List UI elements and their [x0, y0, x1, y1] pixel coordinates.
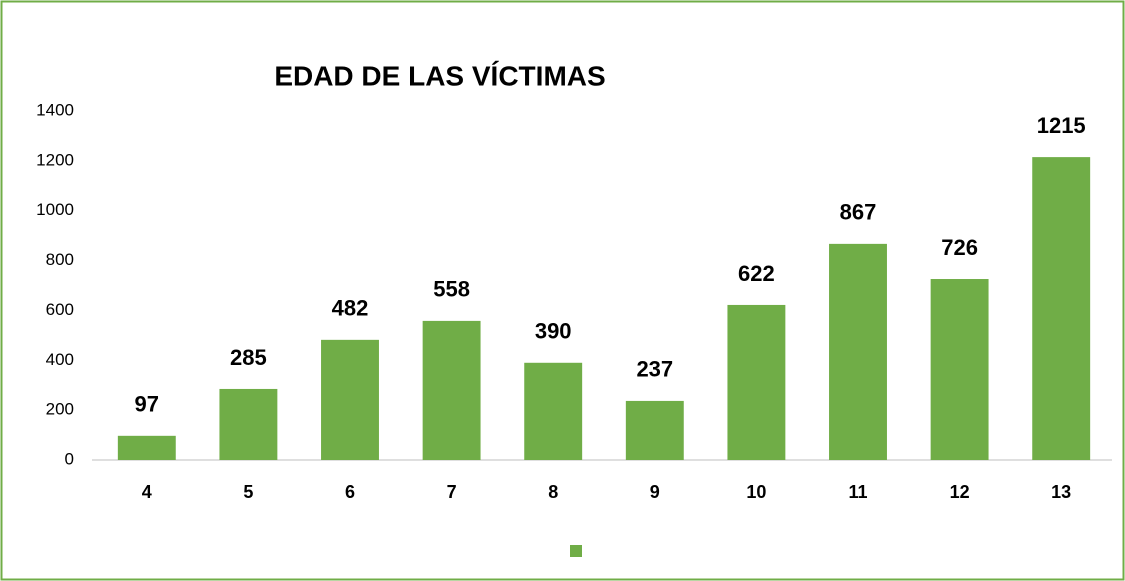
value-label: 97: [135, 392, 159, 417]
value-label: 285: [230, 345, 267, 370]
bar: [930, 279, 989, 460]
value-label: 726: [941, 235, 978, 260]
bar: [1032, 157, 1091, 460]
legend-swatch: [570, 545, 582, 557]
y-tick-label: 0: [65, 449, 74, 468]
x-tick-label: 4: [142, 482, 152, 502]
bar: [727, 304, 786, 460]
x-tick-label: 6: [345, 482, 355, 502]
x-tick-label: 9: [650, 482, 660, 502]
x-tick-label: 10: [746, 482, 766, 502]
value-label: 237: [636, 357, 673, 382]
bar: [422, 320, 481, 460]
bar: [524, 362, 583, 460]
x-tick-label: 12: [950, 482, 970, 502]
bar: [219, 388, 278, 460]
bar: [321, 339, 379, 460]
value-label: 622: [738, 261, 775, 286]
chart-title: EDAD DE LAS VÍCTIMAS: [274, 60, 605, 91]
x-tick-label: 7: [447, 482, 457, 502]
bar: [625, 400, 684, 460]
y-tick-label: 800: [46, 250, 74, 269]
y-tick-label: 1400: [36, 100, 74, 119]
value-label: 1215: [1037, 113, 1086, 138]
y-tick-label: 600: [46, 300, 74, 319]
value-label: 558: [433, 277, 470, 302]
y-tick-label: 400: [46, 350, 74, 369]
y-tick-label: 1000: [36, 200, 74, 219]
bar: [829, 243, 887, 460]
bar: [117, 435, 176, 460]
y-tick-label: 1200: [36, 150, 74, 169]
x-tick-label: 5: [243, 482, 253, 502]
y-tick-label: 200: [46, 400, 74, 419]
value-label: 867: [840, 200, 877, 225]
x-tick-label: 8: [548, 482, 558, 502]
x-tick-label: 11: [848, 482, 867, 502]
value-label: 390: [535, 319, 572, 344]
x-tick-label: 13: [1051, 482, 1071, 502]
value-label: 482: [332, 296, 369, 321]
